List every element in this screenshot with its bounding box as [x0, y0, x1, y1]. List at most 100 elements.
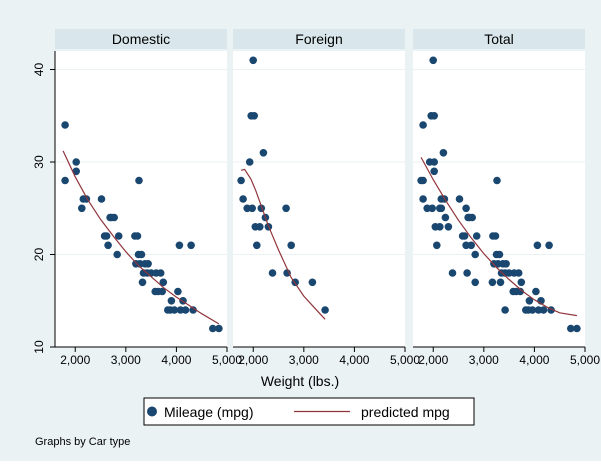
- data-point: [72, 167, 80, 176]
- data-point: [462, 204, 470, 213]
- data-point: [491, 232, 500, 240]
- data-point: [209, 324, 217, 333]
- data-point: [156, 269, 165, 277]
- data-point: [532, 287, 540, 296]
- data-point: [282, 204, 290, 213]
- data-point: [430, 167, 439, 176]
- data-point: [249, 56, 257, 65]
- data-point: [419, 176, 427, 185]
- data-point: [516, 287, 524, 296]
- x-tick-label: 5,000: [570, 353, 600, 367]
- fit-line: [420, 157, 577, 317]
- data-point: [528, 306, 537, 314]
- data-point: [488, 278, 497, 287]
- data-point: [448, 269, 457, 277]
- x-tick-label: 2,000: [60, 353, 90, 367]
- data-point: [517, 278, 526, 287]
- data-point: [471, 278, 480, 287]
- x-axis-label: Weight (lbs.): [261, 373, 339, 389]
- data-point: [460, 232, 469, 240]
- data-point: [495, 250, 504, 259]
- x-tick-label: 3,000: [469, 353, 499, 367]
- data-point: [455, 195, 464, 203]
- data-point: [248, 204, 256, 213]
- data-point: [468, 213, 477, 222]
- data-point: [501, 306, 509, 314]
- panel-strip: [413, 29, 585, 49]
- data-point: [170, 306, 179, 314]
- data-point: [175, 241, 184, 250]
- data-point: [419, 195, 427, 203]
- panel-title: Total: [484, 31, 514, 47]
- x-tick-label: 5,000: [390, 353, 420, 367]
- data-point: [525, 297, 534, 305]
- data-point: [514, 269, 523, 277]
- data-point: [102, 232, 111, 240]
- data-point: [135, 176, 143, 185]
- data-point: [428, 204, 437, 213]
- data-point: [114, 232, 123, 240]
- data-point: [133, 232, 142, 240]
- panels-layer: Domestic Foreign Total: [55, 29, 585, 348]
- data-point: [97, 195, 106, 203]
- data-point: [78, 204, 86, 213]
- data-point: [321, 306, 329, 314]
- data-point: [113, 250, 121, 259]
- data-point: [159, 278, 168, 287]
- data-point: [567, 324, 575, 333]
- data-point: [189, 306, 197, 314]
- data-point: [545, 241, 553, 250]
- data-point: [433, 241, 441, 250]
- data-point: [467, 241, 476, 250]
- data-point: [61, 176, 69, 185]
- data-point: [167, 297, 176, 305]
- data-point: [430, 158, 439, 166]
- data-point: [430, 112, 439, 120]
- x-tick-label: 4,000: [519, 353, 549, 367]
- data-point: [174, 287, 182, 296]
- legend: Mileage (mpg) predicted mpg: [143, 397, 475, 426]
- data-point: [252, 241, 261, 250]
- y-tick-label: 10: [32, 340, 46, 354]
- x-tick-label: 4,000: [161, 353, 191, 367]
- data-point: [110, 213, 118, 222]
- data-point: [283, 269, 291, 277]
- legend-label-points: Mileage (mpg): [164, 404, 253, 420]
- x-tick-label: 3,000: [111, 353, 141, 367]
- x-tick-label: 2,000: [418, 353, 448, 367]
- data-point: [144, 260, 152, 268]
- panel-title: Foreign: [295, 31, 342, 47]
- data-point: [308, 278, 317, 287]
- panel-title: Domestic: [112, 31, 170, 47]
- data-point: [187, 241, 195, 250]
- data-point: [439, 149, 448, 157]
- data-point: [436, 223, 444, 231]
- data-point: [72, 158, 80, 166]
- data-point: [158, 287, 166, 296]
- data-point: [444, 223, 453, 231]
- data-point: [137, 250, 146, 259]
- data-point: [419, 121, 427, 129]
- data-point: [496, 278, 505, 287]
- data-point: [429, 56, 438, 65]
- data-point: [245, 158, 254, 166]
- data-point: [463, 269, 471, 277]
- data-point: [237, 176, 245, 185]
- y-tick-label: 20: [32, 248, 46, 262]
- data-point: [539, 306, 548, 314]
- data-point: [61, 121, 69, 129]
- y-tick-label: 30: [32, 155, 46, 169]
- x-tick-label: 3,000: [289, 353, 319, 367]
- data-point: [239, 195, 247, 203]
- data-point: [502, 260, 510, 268]
- x-tick-label: 5,000: [212, 353, 242, 367]
- data-point: [437, 204, 446, 213]
- data-point: [493, 176, 501, 185]
- data-point: [104, 241, 112, 250]
- fit-line: [62, 150, 220, 325]
- data-point: [471, 250, 480, 259]
- data-point: [181, 306, 190, 314]
- data-point: [287, 241, 296, 250]
- data-point: [441, 213, 450, 222]
